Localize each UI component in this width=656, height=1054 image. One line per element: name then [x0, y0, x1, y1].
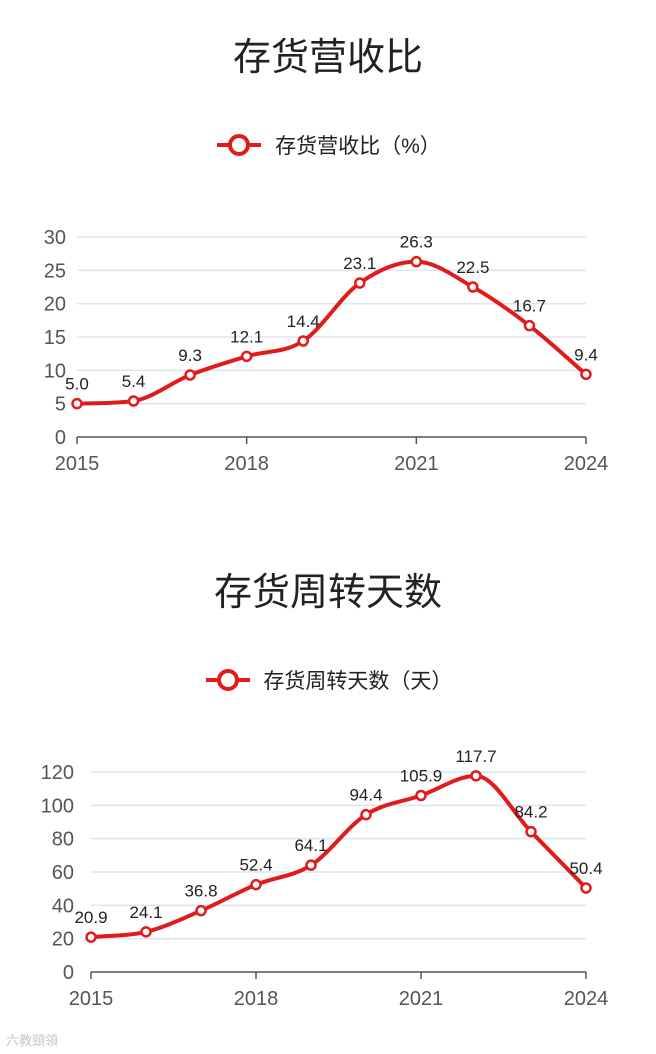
y-tick-label: 120 — [41, 762, 74, 784]
line-chart-plot: 0 20 40 60 80 100 120 2015 2018 2021 2024 20.9 24.1 3… — [41, 747, 609, 1010]
data-point — [354, 277, 366, 289]
data-label: 14.4 — [287, 312, 320, 331]
data-point — [195, 904, 207, 917]
data-point — [525, 825, 537, 838]
y-tick-label: 30 — [44, 227, 66, 249]
data-labels: 5.0 5.4 9.3 12.1 14.4 23.1 26.3 22.5 16.7 9.4 — [65, 233, 598, 394]
data-point — [580, 368, 592, 381]
chart-panel-inventory-turnover-days: 存货周转天数 存货周转天数（天） 0 20 40 60 80 100 120 2015 2018… — [0, 535, 656, 1054]
data-point — [305, 859, 317, 871]
x-tick-label: 2015 — [55, 453, 100, 475]
gridlines — [91, 771, 586, 940]
y-tick-label: 20 — [44, 294, 66, 316]
series-line — [76, 259, 588, 406]
data-point — [240, 350, 253, 363]
watermark-text: 六教頸領 — [6, 1033, 59, 1048]
x-axis-ticks: 2015 2018 2021 2024 — [55, 437, 609, 475]
data-label: 12.1 — [230, 327, 263, 346]
legend-label: 存货营收比（%） — [275, 135, 441, 158]
data-point — [250, 878, 262, 891]
data-point — [470, 770, 482, 782]
data-label: 5.0 — [65, 375, 89, 394]
data-point — [184, 369, 196, 381]
y-tick-label: 40 — [52, 895, 74, 917]
data-label: 9.4 — [574, 345, 598, 364]
x-tick-label: 2021 — [394, 453, 439, 475]
chart-title: 存货周转天数 — [213, 570, 442, 614]
y-tick-label: 20 — [52, 929, 74, 951]
y-axis-ticks: 0 20 40 60 80 100 120 — [41, 762, 74, 984]
data-point — [410, 255, 423, 268]
data-point — [297, 335, 309, 347]
x-tick-label: 2021 — [399, 988, 444, 1010]
data-point — [580, 882, 592, 894]
data-label: 94.4 — [349, 786, 382, 805]
x-axis-ticks: 2015 2018 2021 2024 — [69, 972, 609, 1010]
data-labels: 20.9 24.1 36.8 52.4 64.1 94.4 105.9 117.7 84.2 50… — [74, 747, 602, 927]
data-label: 20.9 — [74, 908, 107, 927]
y-tick-label: 100 — [41, 795, 74, 817]
data-points — [85, 770, 592, 943]
data-label: 9.3 — [178, 346, 202, 365]
y-tick-label: 10 — [44, 360, 66, 382]
data-label: 64.1 — [294, 836, 327, 855]
data-point — [127, 395, 140, 407]
x-tick-label: 2015 — [69, 988, 114, 1010]
data-label: 26.3 — [400, 233, 433, 252]
data-point — [85, 931, 97, 943]
y-tick-label: 25 — [44, 260, 66, 282]
data-label: 84.2 — [514, 803, 547, 822]
y-tick-label: 80 — [52, 829, 74, 851]
data-label: 22.5 — [456, 258, 489, 277]
y-tick-label: 0 — [55, 427, 66, 449]
gridlines — [77, 236, 586, 405]
y-axis-ticks: 0 5 10 15 20 25 30 — [44, 227, 66, 449]
data-label: 117.7 — [455, 747, 496, 766]
y-tick-label: 60 — [52, 862, 74, 884]
y-tick-label: 0 — [63, 962, 74, 984]
y-tick-label: 5 — [55, 394, 66, 416]
data-label: 23.1 — [343, 254, 376, 273]
data-label: 5.4 — [122, 372, 146, 391]
series-line — [90, 773, 588, 940]
data-label: 50.4 — [569, 859, 602, 878]
legend-line-marker-icon — [217, 134, 262, 156]
x-tick-label: 2018 — [234, 988, 279, 1010]
legend-line-marker-icon — [205, 669, 250, 691]
legend[interactable]: 存货营收比（%） — [0, 130, 656, 160]
x-tick-label: 2024 — [564, 988, 609, 1010]
chart-panel-inventory-revenue-ratio: 存货营收比 存货营收比（%） 0 5 10 15 20 25 30 2015 2018 2021 2… — [0, 0, 656, 520]
data-label: 36.8 — [184, 882, 217, 901]
line-chart-plot: 0 5 10 15 20 25 30 2015 2018 2021 2024 5.0 5.4 9.3 12.… — [44, 227, 609, 475]
legend-label: 存货周转天数（天） — [263, 670, 453, 693]
data-points — [71, 255, 592, 410]
data-point — [71, 397, 83, 410]
data-point — [467, 281, 479, 293]
data-label: 105.9 — [400, 767, 443, 786]
x-tick-label: 2018 — [224, 453, 269, 475]
legend[interactable]: 存货周转天数（天） — [0, 665, 656, 695]
data-label: 24.1 — [129, 903, 162, 922]
x-tick-label: 2024 — [564, 453, 609, 475]
data-label: 16.7 — [513, 297, 546, 316]
data-label: 52.4 — [239, 856, 272, 875]
data-point — [415, 789, 427, 802]
data-point — [523, 319, 536, 332]
chart-title: 存货营收比 — [232, 35, 423, 79]
data-point — [360, 808, 372, 821]
data-point — [140, 926, 152, 938]
y-tick-label: 15 — [44, 327, 66, 349]
